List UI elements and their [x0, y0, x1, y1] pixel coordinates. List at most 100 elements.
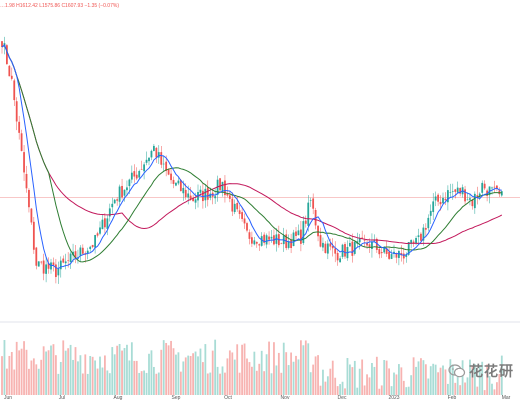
- candle: [444, 192, 447, 206]
- candle-body: [258, 244, 261, 246]
- candle: [42, 253, 45, 281]
- candle-body: [209, 193, 212, 198]
- candle-body: [385, 248, 388, 254]
- volume-bar: [344, 388, 346, 395]
- candle-body: [260, 236, 263, 246]
- candle: [424, 223, 427, 238]
- candle: [47, 257, 50, 274]
- candle-body: [238, 210, 241, 215]
- candle: [248, 229, 251, 245]
- candle: [79, 245, 82, 262]
- volume-bar: [454, 382, 457, 395]
- candle-body: [140, 169, 143, 170]
- candle: [89, 245, 92, 252]
- candle: [456, 181, 459, 194]
- candle: [344, 242, 346, 259]
- candle: [133, 164, 136, 183]
- candle-body: [241, 212, 243, 219]
- volume-bar: [47, 350, 50, 395]
- candle-body: [15, 101, 18, 122]
- volume-bar: [138, 372, 141, 395]
- candle-body: [422, 227, 425, 241]
- volume-bar: [3, 340, 6, 395]
- candle: [116, 197, 119, 206]
- volume-bar: [86, 373, 89, 395]
- candle: [317, 225, 319, 242]
- volume-bar: [326, 376, 329, 395]
- candle: [177, 177, 180, 186]
- candle-body: [444, 198, 447, 201]
- volume-bar: [72, 359, 74, 395]
- x-tick-label: Dec: [338, 395, 347, 400]
- candle-body: [25, 173, 28, 189]
- volume-bar: [42, 346, 45, 395]
- candle-body: [187, 193, 190, 198]
- volume-bar: [341, 381, 344, 395]
- candle: [175, 182, 177, 187]
- volume-bar: [415, 366, 417, 395]
- volume-bar: [170, 340, 172, 395]
- candle-body: [6, 45, 8, 65]
- candle: [199, 185, 202, 196]
- volume-bar: [221, 366, 224, 395]
- volume-bar: [130, 342, 133, 395]
- candle: [221, 181, 224, 197]
- candle: [285, 229, 288, 251]
- candle-body: [361, 237, 364, 239]
- candle: [429, 204, 432, 224]
- candle: [442, 192, 444, 204]
- candle-body: [324, 243, 327, 254]
- candle: [464, 185, 466, 205]
- volume-bar: [233, 359, 236, 395]
- candle: [388, 247, 390, 260]
- volume-bar: [228, 350, 231, 395]
- candle: [476, 186, 479, 205]
- volume-bar: [353, 360, 356, 395]
- volume-bar: [74, 347, 77, 395]
- candle-body: [89, 246, 92, 250]
- volume-bar: [412, 357, 415, 395]
- candle-body: [410, 239, 413, 244]
- watermark: 花花研: [448, 360, 520, 382]
- volume-bar: [160, 349, 163, 395]
- candle-body: [407, 241, 410, 255]
- volume-bar: [473, 364, 476, 395]
- volume-bar: [349, 364, 351, 395]
- candle: [233, 199, 236, 215]
- volume-bar: [292, 361, 295, 395]
- volume-bar: [150, 350, 153, 395]
- candle: [81, 244, 84, 256]
- candle-body: [383, 247, 386, 253]
- candle: [312, 193, 315, 215]
- candle: [481, 180, 484, 197]
- candle-body: [179, 180, 182, 192]
- candle-body: [55, 264, 57, 278]
- candle-body: [275, 234, 278, 244]
- candle: [454, 188, 457, 199]
- candle: [380, 248, 383, 258]
- candle: [52, 257, 55, 272]
- candle-body: [255, 241, 258, 244]
- candle-body: [334, 248, 337, 254]
- volume-bar: [246, 358, 248, 395]
- volume-bar: [486, 364, 488, 395]
- candle: [393, 244, 395, 258]
- candle: [268, 231, 270, 245]
- volume-bar: [483, 390, 486, 395]
- volume-bar: [331, 360, 334, 395]
- candle: [447, 185, 449, 211]
- candle-body: [466, 199, 469, 201]
- candle: [62, 255, 65, 264]
- candle-body: [40, 261, 43, 263]
- volume-bar: [187, 355, 190, 395]
- volume-bar: [30, 360, 33, 395]
- candle-body: [287, 241, 290, 248]
- volume-bar: [378, 388, 381, 395]
- volume-bar: [491, 383, 493, 395]
- candle: [322, 237, 324, 252]
- candle-body: [265, 235, 268, 245]
- volume-bar: [184, 357, 187, 395]
- candle-body: [464, 189, 466, 202]
- candle: [373, 234, 376, 243]
- candle-body: [248, 232, 251, 239]
